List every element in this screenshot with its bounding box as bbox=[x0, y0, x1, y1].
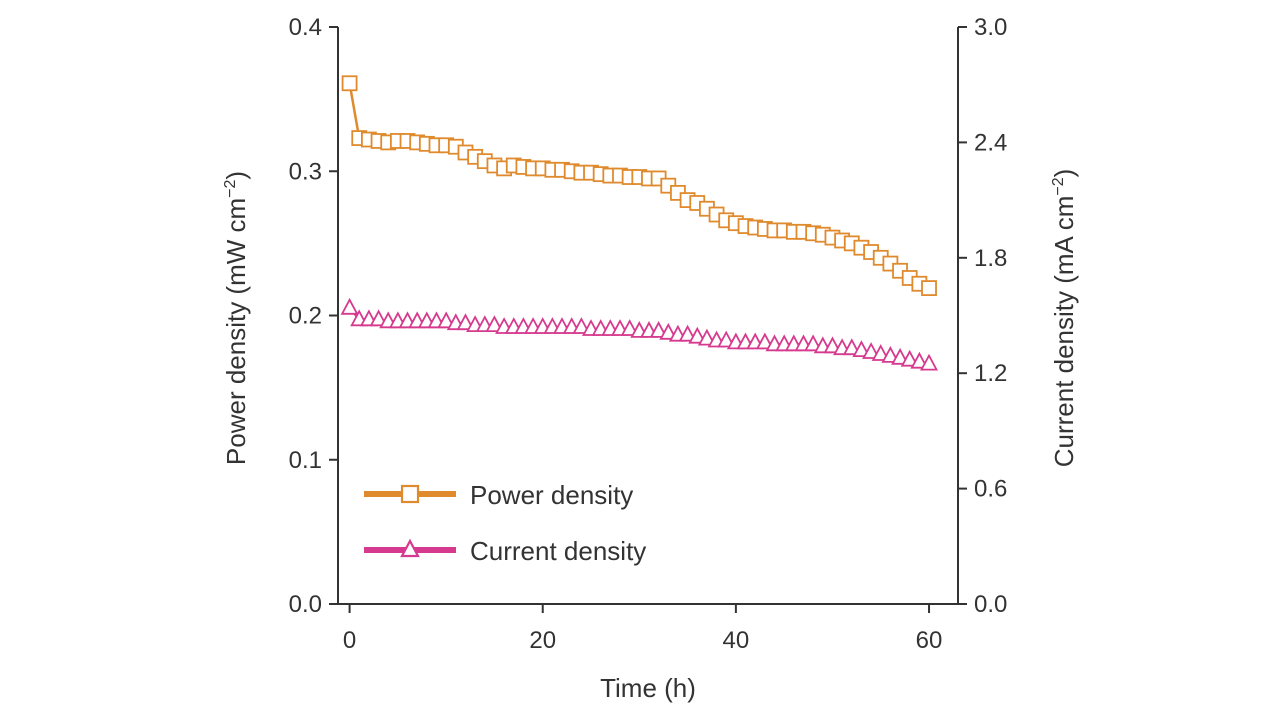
current-density-point bbox=[871, 344, 890, 361]
x-tick-label: 40 bbox=[723, 627, 750, 654]
left-y-axis-title-sup: −2 bbox=[222, 179, 239, 197]
left-y-axis-title-main: Power density (mW cm bbox=[221, 198, 251, 465]
current-density-point bbox=[678, 324, 697, 342]
right-y-tick-label: 1.8 bbox=[974, 245, 1007, 272]
legend-item-current-density: Current density bbox=[364, 536, 646, 566]
x-axis-title: Time (h) bbox=[600, 673, 696, 703]
left-y-tick-label: 0.0 bbox=[289, 591, 322, 618]
right-y-tick-label: 1.2 bbox=[974, 360, 1007, 387]
x-tick-label: 0 bbox=[343, 627, 356, 654]
current-density-point bbox=[485, 315, 504, 333]
right-y-axis-title-sup: −2 bbox=[1050, 177, 1067, 195]
legend: Power density Current density bbox=[364, 480, 646, 566]
x-tick-label: 20 bbox=[529, 627, 556, 654]
left-y-tick-label: 0.2 bbox=[289, 303, 322, 330]
right-y-axis-title-main: Current density (mA cm bbox=[1049, 196, 1079, 468]
current-density-point bbox=[842, 338, 861, 356]
axes bbox=[337, 27, 959, 605]
current-density-point bbox=[649, 320, 668, 338]
legend-power-square-marker bbox=[400, 484, 420, 504]
current-density-point bbox=[891, 347, 910, 365]
current-density-point bbox=[755, 332, 774, 350]
current-density-point bbox=[919, 353, 939, 371]
current-density-point bbox=[717, 330, 736, 348]
current-density-point bbox=[823, 336, 842, 354]
legend-power-label: Power density bbox=[470, 480, 633, 510]
right-y-tick-label: 2.4 bbox=[974, 129, 1007, 156]
left-y-tick-label: 0.4 bbox=[289, 14, 322, 41]
power-density-line bbox=[348, 83, 930, 290]
right-y-axis-title-end: ) bbox=[1049, 169, 1079, 178]
ticks: 0 20 40 60 0.0 0.1 0.2 0.3 0.4 0.0 0.6 1.2 1.8 2.4 3.0 bbox=[289, 14, 1008, 654]
left-y-axis-title-end: ) bbox=[221, 171, 251, 180]
right-y-tick-label: 0.6 bbox=[974, 476, 1007, 503]
current-density-point bbox=[340, 297, 359, 315]
left-y-tick-label: 0.3 bbox=[289, 158, 322, 185]
current-density-point bbox=[688, 326, 707, 344]
current-density-point bbox=[572, 317, 591, 334]
left-y-tick-label: 0.1 bbox=[289, 447, 322, 474]
x-tick-label: 60 bbox=[916, 627, 943, 654]
power-density-point bbox=[341, 75, 358, 92]
right-y-axis-title: Current density (mA cm−2) bbox=[1049, 169, 1079, 468]
current-density-point bbox=[437, 311, 456, 329]
current-density-point bbox=[862, 342, 881, 359]
legend-current-label: Current density bbox=[470, 536, 646, 566]
current-density-point bbox=[369, 309, 388, 327]
current-density-point bbox=[659, 322, 678, 340]
current-density-point bbox=[456, 313, 475, 331]
current-density-point bbox=[804, 334, 823, 352]
power-density-point bbox=[921, 280, 937, 296]
series-layer bbox=[340, 75, 939, 371]
left-y-axis-title: Power density (mW cm−2) bbox=[221, 171, 251, 465]
right-y-tick-label: 3.0 bbox=[974, 14, 1007, 41]
current-density-point bbox=[620, 319, 639, 336]
legend-current-triangle-marker bbox=[400, 538, 420, 558]
current-density-point bbox=[697, 328, 716, 346]
current-density-point bbox=[900, 349, 919, 367]
legend-item-power-density: Power density bbox=[364, 480, 633, 510]
current-density-point bbox=[881, 345, 900, 363]
current-density-point bbox=[910, 351, 929, 369]
current-density-point bbox=[852, 340, 871, 358]
right-y-tick-label: 0.0 bbox=[974, 591, 1007, 618]
